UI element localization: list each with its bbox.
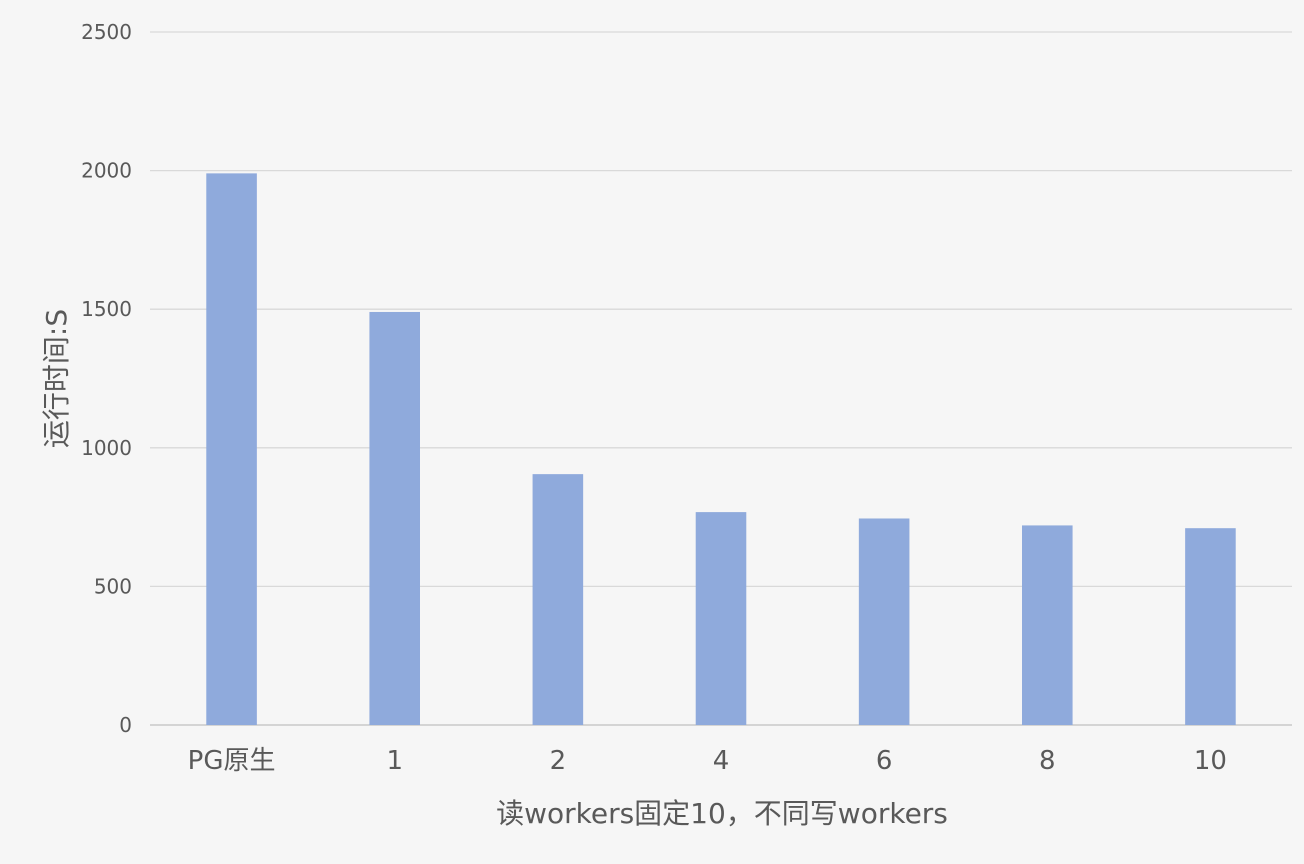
y-tick-label: 2500 — [81, 20, 132, 44]
bar-1 — [369, 311, 421, 725]
x-tick-label: 6 — [876, 746, 893, 776]
y-tick-label: 1500 — [81, 297, 132, 321]
y-axis-title: 运行时间:S — [40, 309, 73, 448]
x-tick-label: 8 — [1039, 746, 1056, 776]
bar-0 — [206, 173, 257, 725]
y-tick-label: 500 — [94, 574, 132, 598]
y-tick-label: 1000 — [81, 436, 132, 460]
bars — [206, 173, 1236, 725]
x-tick-label: 2 — [550, 746, 567, 776]
gridlines — [150, 31, 1292, 726]
x-axis-ticks: PG原生 1 2 4 6 8 10 — [188, 746, 1227, 776]
bar-4 — [858, 518, 910, 725]
bar-3 — [695, 512, 747, 725]
x-tick-label: 1 — [386, 746, 403, 776]
x-axis-title: 读workers固定10，不同写workers — [496, 797, 948, 830]
bar-6 — [1185, 528, 1236, 725]
x-tick-label: 10 — [1194, 746, 1227, 776]
x-tick-label: 4 — [713, 746, 730, 776]
y-tick-label: 2000 — [81, 159, 132, 183]
x-tick-label: PG原生 — [188, 746, 276, 776]
y-axis-ticks: 0 500 1000 1500 2000 2500 — [81, 20, 132, 737]
bar-5 — [1021, 525, 1073, 725]
y-tick-label: 0 — [119, 713, 132, 737]
bar-2 — [532, 474, 584, 725]
